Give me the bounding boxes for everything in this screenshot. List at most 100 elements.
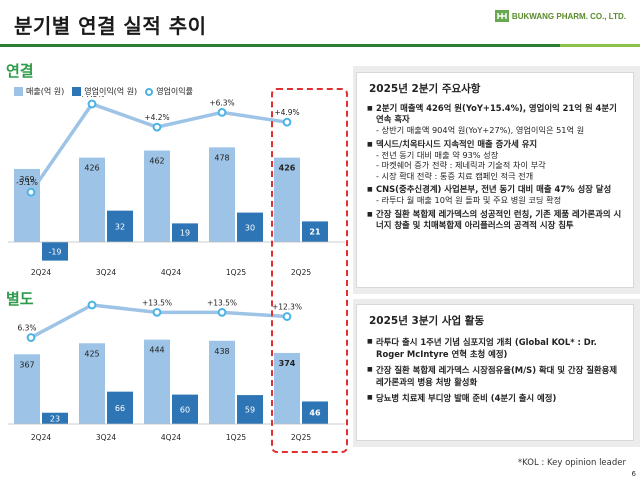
category-tick-label: 4Q24 xyxy=(161,433,181,442)
category-tick-label: 2Q24 xyxy=(31,268,51,277)
category-tick-label: 2Q24 xyxy=(31,433,51,442)
op-margin-marker xyxy=(87,300,97,310)
page-title: 분기별 연결 실적 추이 xyxy=(14,14,207,38)
panel-q3-activities: 2025년 3분기 사업 활동 라투다 출시 1주년 기념 심포지엄 개최 (G… xyxy=(356,304,634,441)
revenue-bar xyxy=(14,168,40,242)
op-income-value-label: 23 xyxy=(50,414,60,423)
highlight-2q25-box xyxy=(271,88,348,453)
revenue-bar xyxy=(209,340,235,424)
company-logo: BUKWANG PHARM. CO., LTD. xyxy=(494,10,626,22)
bukwang-logo-icon xyxy=(494,10,509,22)
revenue-bar xyxy=(209,147,235,242)
panel2-list: 라투다 출시 1주년 기념 심포지엄 개최 (Global KOL* : Dr.… xyxy=(357,336,633,404)
legend-revenue: 매출(억 원) xyxy=(14,86,64,97)
op-income-value-label: 19 xyxy=(180,229,190,238)
panel1-list: 2분기 매출액 426억 원(YoY+15.4%), 영업이익 21억 원 4분… xyxy=(357,103,633,231)
op-margin-label: +4.9% xyxy=(274,108,299,117)
revenue-value-label: 444 xyxy=(149,346,164,355)
category-tick-label: 2Q25 xyxy=(291,268,311,277)
panel2-title: 2025년 3분기 사업 활동 xyxy=(369,315,485,327)
legend-op-income: 영업이익(억 원) xyxy=(72,86,137,97)
op-margin-label: +15.6% xyxy=(77,298,107,300)
op-income-value-label: 66 xyxy=(115,404,125,413)
op-margin-marker xyxy=(217,307,227,317)
panel1-subitem: - 라투다 월 매출 10억 원 돌파 및 주요 병원 코딩 확정 xyxy=(376,195,562,205)
op-income-value-label: 30 xyxy=(245,223,255,232)
panel1-item-text: 간장 질환 복합제 레가덱스의 성공적인 런칭, 기존 제품 레가론과의 시너지… xyxy=(376,208,622,230)
revenue-bar xyxy=(14,354,40,424)
op-income-bar xyxy=(42,242,68,261)
op-margin-marker xyxy=(152,122,162,132)
op-margin-marker xyxy=(282,117,292,127)
op-income-value-label: 60 xyxy=(180,405,190,414)
revenue-bar xyxy=(79,343,105,424)
panel2-item-text: 라투다 출시 1주년 기념 심포지엄 개최 (Global KOL* : Dr.… xyxy=(376,337,597,359)
revenue-value-label: 438 xyxy=(214,347,229,356)
op-income-bar xyxy=(302,221,328,242)
panel1-item: 2분기 매출액 426억 원(YoY+15.4%), 영업이익 21억 원 4분… xyxy=(367,103,625,136)
logo-text: BUKWANG PHARM. CO., LTD. xyxy=(511,11,626,21)
op-income-bar xyxy=(107,391,133,424)
revenue-value-label: 426 xyxy=(84,164,99,173)
op-income-value-label: 46 xyxy=(309,409,321,418)
op-income-bar xyxy=(172,394,198,424)
revenue-value-label: 374 xyxy=(279,359,296,368)
op-margin-label: +12.3% xyxy=(272,303,302,312)
panel1-subitem: - 시장 확대 전략 : 통증 치료 캠페인 적극 전개 xyxy=(376,170,534,181)
op-income-value-label: 59 xyxy=(245,406,255,415)
panel1-subitem: - 상반기 매출액 904억 원(YoY+27%), 영업이익은 51억 원 xyxy=(376,125,585,135)
op-income-bar xyxy=(172,223,198,242)
op-margin-marker xyxy=(152,307,162,317)
panel-q2-highlights: 2025년 2분기 주요사항 2분기 매출액 426억 원(YoY+15.4%)… xyxy=(356,72,634,288)
op-margin-marker xyxy=(26,187,36,197)
chart-legend: 매출(억 원) 영업이익(억 원) 영업이익률 xyxy=(14,86,193,97)
panel2-item-text: 간장 질환 복합제 레가덱스 시장점유율(M/S) 확대 및 간장 질환용제 레… xyxy=(376,365,618,387)
revenue-value-label: 462 xyxy=(149,157,164,166)
op-income-bar xyxy=(237,395,263,424)
panel1-item-text: 덱시드/치옥타시드 지속적인 매출 증가세 유지 xyxy=(376,138,538,149)
op-margin-marker xyxy=(26,333,36,342)
revenue-bar xyxy=(274,352,300,424)
panel1-subitem: - 마켓쉐어 증가 전략 : 제네릭과 기술적 차이 부각 xyxy=(376,160,546,170)
op-margin-label: +13.5% xyxy=(207,298,237,307)
segment-label-separate: 별도 xyxy=(6,290,34,308)
page-number: 6 xyxy=(631,470,636,478)
footnote: *KOL : Key opinion leader xyxy=(517,458,626,468)
op-income-bar xyxy=(107,210,133,242)
revenue-value-label: 425 xyxy=(84,349,99,358)
category-tick-label: 3Q24 xyxy=(96,268,116,277)
revenue-value-label: 426 xyxy=(279,164,296,173)
op-margin-label: +4.2% xyxy=(144,113,169,122)
category-tick-label: 2Q25 xyxy=(291,433,311,442)
revenue-bar xyxy=(144,150,170,242)
op-margin-label: 6.3% xyxy=(17,324,36,333)
segment-label-consolidated: 연결 xyxy=(6,62,34,80)
panel2-item-text: 당뇨병 치료제 부디앙 발매 준비 (4분기 출시 예정) xyxy=(376,393,557,403)
separate-chart: 367 23 2Q24 425 66 3Q24 444 60 4Q24 438 59 1Q25 374 4… xyxy=(8,298,345,442)
panel1-title: 2025년 2분기 주요사항 xyxy=(369,83,481,95)
category-tick-label: 4Q24 xyxy=(161,268,181,277)
op-margin-label: +6.3% xyxy=(209,98,234,107)
revenue-bar xyxy=(144,339,170,424)
panel2-item: 간장 질환 복합제 레가덱스 시장점유율(M/S) 확대 및 간장 질환용제 레… xyxy=(367,364,625,388)
title-underline xyxy=(0,44,640,54)
op-income-bar xyxy=(237,212,263,242)
panel1-item: 덱시드/치옥타시드 지속적인 매출 증가세 유지- 전년 동기 대비 매출 약 … xyxy=(367,139,625,182)
revenue-value-label: 367 xyxy=(19,360,34,369)
op-income-bar xyxy=(42,412,68,424)
category-tick-label: 3Q24 xyxy=(96,433,116,442)
op-margin-marker xyxy=(217,108,227,117)
op-margin-marker xyxy=(87,99,97,109)
panel1-subitem: - 전년 동기 대비 매출 약 93% 성장 xyxy=(376,149,499,160)
legend-op-margin: 영업이익률 xyxy=(145,86,193,97)
op-margin-label: -5.1% xyxy=(16,178,38,187)
op-income-value-label: 32 xyxy=(115,222,125,231)
op-margin-marker xyxy=(282,312,292,321)
panel1-item: 간장 질환 복합제 레가덱스의 성공적인 런칭, 기존 제품 레가론과의 시너지… xyxy=(367,209,625,231)
panel1-item: CNS(중추신경계) 사업본부, 전년 동기 대비 매출 47% 성장 달성- … xyxy=(367,184,625,206)
category-tick-label: 1Q25 xyxy=(226,433,246,442)
revenue-value-label: 478 xyxy=(214,153,229,162)
revenue-bar xyxy=(274,157,300,242)
panel2-item: 당뇨병 치료제 부디앙 발매 준비 (4분기 출시 예정) xyxy=(367,392,625,404)
op-margin-label: +7.5% xyxy=(79,96,104,99)
